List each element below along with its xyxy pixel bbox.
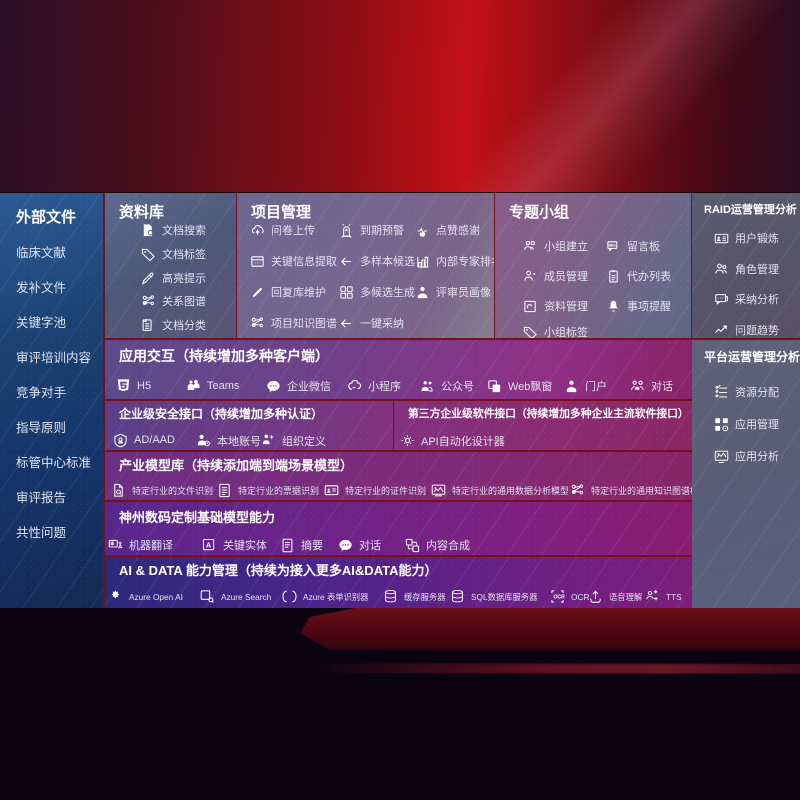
svg-text:OCR: OCR [553, 594, 565, 600]
svg-text:A: A [206, 542, 211, 549]
svg-text:BBS: BBS [609, 243, 617, 247]
svg-text:译: 译 [110, 540, 115, 546]
